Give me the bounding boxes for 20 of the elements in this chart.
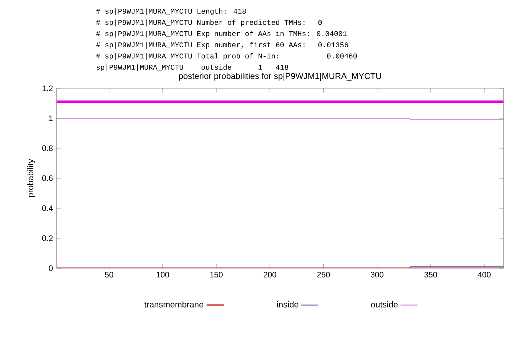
y-tick-label: 0.6 xyxy=(42,176,53,182)
y-tick-label: 1 xyxy=(49,116,53,122)
y-tick-label: 0.8 xyxy=(42,146,53,152)
y-tick-label: 1.2 xyxy=(42,86,53,92)
chart-title: posterior probabilities for sp|P9WJM1|MURA_MYCTU xyxy=(179,73,382,81)
x-tick-label: 350 xyxy=(424,272,438,278)
y-tick-label: 0.2 xyxy=(42,236,53,242)
legend-label: transmembrane xyxy=(144,301,204,308)
y-tick-label: 0.4 xyxy=(42,206,54,212)
x-tick-label: 400 xyxy=(478,272,491,278)
x-tick-label: 300 xyxy=(370,272,384,278)
x-tick-label: 200 xyxy=(264,272,276,278)
y-tick-label: 0 xyxy=(49,266,53,272)
legend-label: inside xyxy=(277,301,299,308)
x-tick-label: 250 xyxy=(317,272,330,278)
y-axis-title: probability xyxy=(27,159,36,198)
x-tick-label: 150 xyxy=(210,272,223,278)
legend-label: outside xyxy=(371,301,398,308)
x-tick-label: 50 xyxy=(105,272,114,278)
x-tick-label: 100 xyxy=(156,272,170,278)
